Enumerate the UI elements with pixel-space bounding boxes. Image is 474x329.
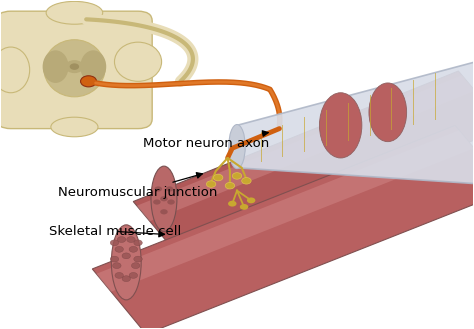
Ellipse shape <box>229 125 245 168</box>
Polygon shape <box>237 60 474 184</box>
Polygon shape <box>92 125 474 329</box>
Circle shape <box>134 256 142 262</box>
Ellipse shape <box>111 225 141 300</box>
Circle shape <box>160 196 168 201</box>
Ellipse shape <box>51 117 98 137</box>
Ellipse shape <box>319 93 362 158</box>
Circle shape <box>122 253 130 259</box>
Ellipse shape <box>43 50 69 83</box>
Text: Motor neuron axon: Motor neuron axon <box>143 131 269 150</box>
Circle shape <box>153 199 161 205</box>
Circle shape <box>129 246 137 252</box>
Circle shape <box>131 263 140 268</box>
Circle shape <box>127 237 135 242</box>
Ellipse shape <box>369 83 407 142</box>
Ellipse shape <box>0 47 30 93</box>
Ellipse shape <box>46 1 103 24</box>
Circle shape <box>166 186 173 191</box>
Circle shape <box>206 181 216 187</box>
Circle shape <box>232 173 242 179</box>
Circle shape <box>155 186 162 191</box>
Circle shape <box>70 63 79 70</box>
Circle shape <box>228 201 237 207</box>
Circle shape <box>115 272 123 278</box>
Circle shape <box>122 276 130 282</box>
Text: Skeletal muscle cell: Skeletal muscle cell <box>48 225 181 238</box>
Circle shape <box>81 76 97 87</box>
Polygon shape <box>133 71 474 258</box>
Polygon shape <box>96 130 474 292</box>
Circle shape <box>117 237 126 242</box>
Ellipse shape <box>44 40 105 97</box>
Circle shape <box>115 246 123 252</box>
FancyBboxPatch shape <box>0 11 152 129</box>
Circle shape <box>134 240 142 246</box>
Ellipse shape <box>115 42 162 81</box>
Circle shape <box>129 272 137 278</box>
Circle shape <box>113 263 121 268</box>
Circle shape <box>110 256 118 262</box>
Circle shape <box>167 199 175 205</box>
Circle shape <box>247 197 255 203</box>
Circle shape <box>240 204 248 210</box>
Circle shape <box>242 178 251 184</box>
Ellipse shape <box>65 60 84 73</box>
Ellipse shape <box>151 166 177 231</box>
Circle shape <box>160 209 168 215</box>
Circle shape <box>213 174 223 181</box>
Circle shape <box>225 183 235 189</box>
Circle shape <box>110 240 118 246</box>
Polygon shape <box>137 75 474 221</box>
Text: Neuromuscular junction: Neuromuscular junction <box>58 173 217 199</box>
Ellipse shape <box>80 50 106 83</box>
